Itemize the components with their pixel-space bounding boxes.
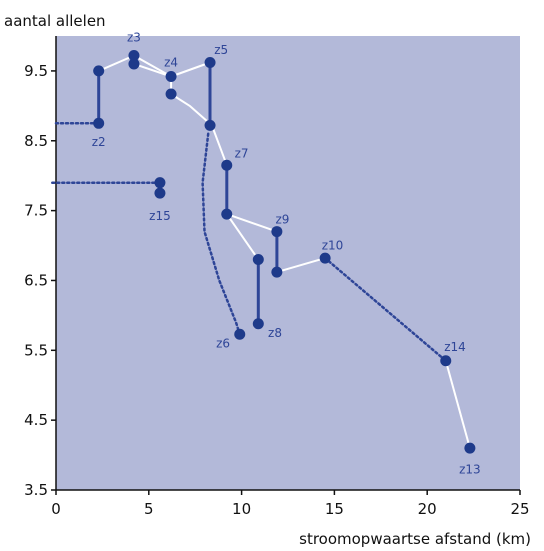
x-tick-label: 15 [325, 500, 344, 518]
site-label: z8 [268, 326, 282, 340]
data-point [221, 208, 233, 220]
y-tick-label: 6.5 [24, 271, 48, 289]
data-point [154, 177, 166, 189]
y-tick-label: 7.5 [24, 202, 48, 220]
x-tick-label: 5 [144, 500, 154, 518]
y-tick-label: 8.5 [24, 132, 48, 150]
site-label: z6 [216, 336, 230, 350]
data-point [252, 254, 264, 266]
x-tick-label: 0 [51, 500, 61, 518]
data-point [234, 328, 246, 340]
data-point [440, 355, 452, 367]
site-label: z5 [214, 43, 228, 57]
data-point [128, 58, 140, 70]
y-tick-label: 5.5 [24, 341, 48, 359]
data-point [128, 50, 140, 62]
dotted-link [323, 256, 448, 363]
data-point [271, 266, 283, 278]
data-point [165, 88, 177, 100]
site-label: z13 [459, 463, 481, 477]
data-point [221, 159, 233, 171]
x-axis-label: stroomopwaartse afstand (km) [299, 530, 531, 548]
site-label: z9 [275, 213, 289, 227]
dotted-curve [201, 132, 241, 336]
y-axis-label: aantal allelen [4, 12, 106, 30]
data-point [464, 442, 476, 454]
site-label: z14 [444, 340, 466, 354]
white-connection-line [444, 360, 471, 449]
data-point [204, 119, 216, 131]
data-point [204, 57, 216, 69]
y-tick-label: 3.5 [24, 481, 48, 499]
site-label: z10 [322, 239, 344, 253]
data-point [154, 187, 166, 199]
data-point [252, 318, 264, 330]
site-label: z7 [235, 146, 249, 160]
data-point [319, 252, 331, 264]
white-connection-line [225, 213, 260, 261]
site-label: z2 [92, 135, 106, 149]
x-tick-label: 25 [510, 500, 529, 518]
site-label: z4 [164, 56, 178, 70]
data-point [93, 117, 105, 129]
data-point [165, 71, 177, 83]
data-point [93, 65, 105, 77]
site-label: z3 [127, 30, 141, 44]
site-label: z15 [149, 209, 171, 223]
x-tick-label: 20 [418, 500, 437, 518]
y-tick-label: 9.5 [24, 62, 48, 80]
y-tick-label: 4.5 [24, 411, 48, 429]
data-point [271, 226, 283, 238]
x-tick-label: 10 [232, 500, 251, 518]
plot-background [56, 36, 520, 490]
